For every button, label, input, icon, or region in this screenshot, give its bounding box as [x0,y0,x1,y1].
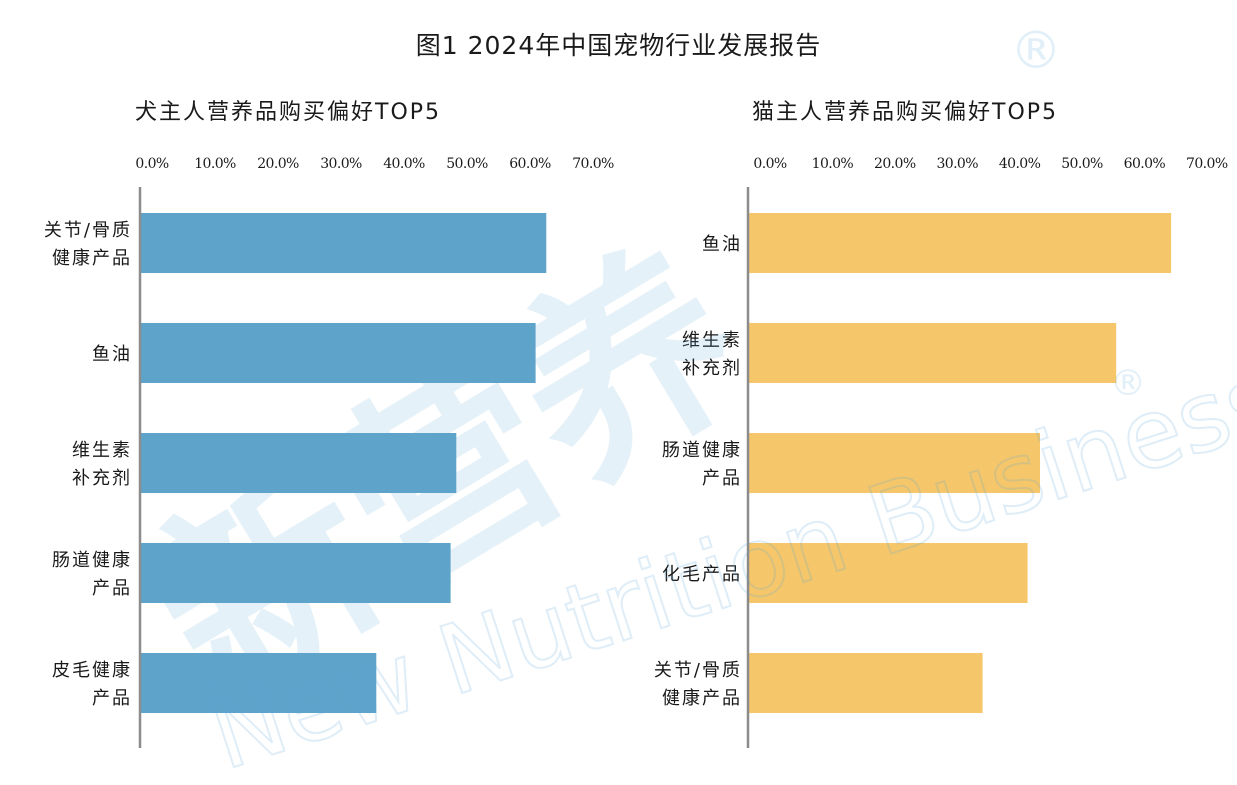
cat-category-label: 化毛产品 [662,564,742,585]
page-title: 图1 2024年中国宠物行业发展报告 [415,31,822,60]
dog-bar [140,433,457,493]
dog-category-label: 关节/骨质健康产品 [44,220,132,269]
cat-bar [748,543,1028,603]
cat-bar [748,433,1040,493]
cat-category-label: 维生素补充剂 [682,330,742,379]
cat-tick-label: 0.0% [753,156,786,172]
cat-tick-label: 50.0% [1061,156,1103,172]
cat-tick-label: 60.0% [1124,156,1166,172]
dog-tick-label: 30.0% [320,156,362,172]
dog-category-label: 皮毛健康产品 [52,660,132,709]
dog-tick-label: 70.0% [572,156,614,172]
dog-tick-label: 50.0% [446,156,488,172]
dog-chart: 犬主人营养品购买偏好TOP5 0.0% 10.0% 20.0% 30.0% 40.0% 50… [44,100,615,748]
dog-bar [140,543,451,603]
cat-chart-title: 猫主人营养品购买偏好TOP5 [752,100,1058,125]
dog-category-label: 鱼油 [92,344,132,365]
dog-bar [140,653,377,713]
dog-tick-label: 0.0% [135,156,168,172]
cat-category-label: 鱼油 [702,234,742,255]
cat-category-label: 肠道健康产品 [662,440,742,489]
watermark-registered-mark: ® [1010,21,1062,81]
cat-bar [748,323,1117,383]
cat-chart: 猫主人营养品购买偏好TOP5 0.0% 10.0% 20.0% 30.0% 40.0% 50… [654,100,1228,748]
cat-category-label: 关节/骨质健康产品 [654,660,742,709]
dog-tick-label: 40.0% [383,156,425,172]
dog-tick-label: 20.0% [257,156,299,172]
dog-bar [140,213,547,273]
cat-tick-label: 10.0% [812,156,854,172]
dog-chart-title: 犬主人营养品购买偏好TOP5 [135,100,441,125]
charts-layer: 犬主人营养品购买偏好TOP5 0.0% 10.0% 20.0% 30.0% 40.0% 50… [44,100,1228,748]
dog-category-label: 肠道健康产品 [52,550,132,599]
cat-tick-label: 40.0% [999,156,1041,172]
dog-tick-label: 60.0% [509,156,551,172]
dog-bar [140,323,536,383]
cat-bar [748,653,983,713]
cat-tick-label: 30.0% [936,156,978,172]
cat-bar [748,213,1172,273]
cat-tick-label: 70.0% [1186,156,1228,172]
dog-tick-label: 10.0% [194,156,236,172]
cat-tick-label: 20.0% [874,156,916,172]
dog-category-label: 维生素补充剂 [72,440,132,489]
